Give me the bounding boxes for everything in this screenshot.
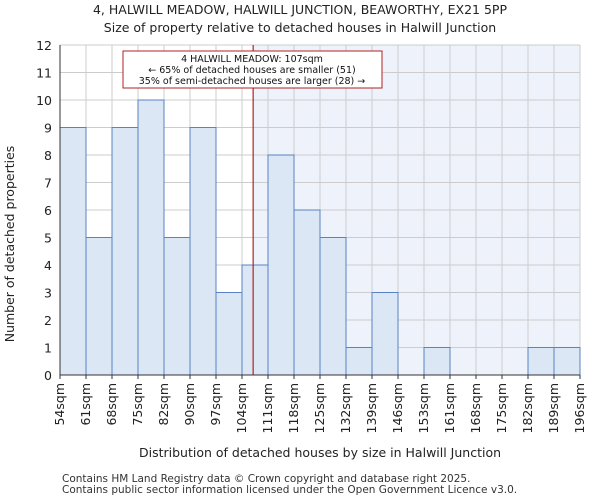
- x-tick-label: 75sqm: [130, 383, 145, 426]
- bar-54sqm: [59, 127, 87, 376]
- annotation-line-2: ← 65% of detached houses are smaller (51…: [148, 65, 355, 76]
- bar-82sqm: [163, 237, 191, 376]
- y-tick-label: 9: [44, 121, 52, 136]
- bar-97sqm: [215, 292, 243, 376]
- bar-153sqm: [423, 347, 451, 376]
- x-tick-label: 168sqm: [468, 383, 483, 433]
- y-tick-label: 6: [44, 203, 52, 218]
- bar-125sqm: [319, 237, 347, 376]
- x-tick-label: 61sqm: [78, 383, 93, 426]
- x-tick-label: 90sqm: [182, 383, 197, 426]
- x-tick-label: 111sqm: [260, 383, 275, 433]
- y-tick-label: 5: [44, 231, 52, 246]
- x-tick-label: 182sqm: [520, 383, 535, 433]
- y-tick-label: 3: [44, 286, 52, 301]
- bar-118sqm: [293, 209, 321, 376]
- bar-61sqm: [85, 237, 113, 376]
- chart-title-subtitle: Size of property relative to detached ho…: [103, 20, 497, 35]
- annotation-box-frame: [122, 50, 383, 89]
- x-tick-label: 104sqm: [234, 383, 249, 433]
- bar-132sqm: [345, 347, 373, 376]
- bar-104sqm: [241, 264, 269, 376]
- x-tick-label: 132sqm: [338, 383, 353, 433]
- x-tick-label: 54sqm: [52, 383, 67, 426]
- x-tick-label: 161sqm: [442, 383, 457, 433]
- y-tick-label: 12: [36, 38, 52, 53]
- annotation-line-1: 4 HALWILL MEADOW: 107sqm: [181, 54, 323, 65]
- footer-copyright: Contains HM Land Registry data © Crown c…: [62, 473, 471, 485]
- y-tick-label: 10: [36, 93, 52, 108]
- bar-139sqm: [371, 292, 399, 376]
- footer-licence: Contains public sector information licen…: [62, 484, 518, 496]
- y-tick-label: 0: [44, 368, 52, 383]
- y-axis-label: Number of detached properties: [2, 146, 17, 343]
- bar-90sqm: [189, 127, 217, 376]
- x-tick-label: 146sqm: [390, 383, 405, 433]
- y-tick-label: 2: [44, 313, 52, 328]
- bar-111sqm: [267, 154, 295, 376]
- chart-title-address: 4, HALWILL MEADOW, HALWILL JUNCTION, BEA…: [92, 2, 507, 17]
- y-tick-label: 11: [36, 66, 52, 81]
- x-tick-label: 97sqm: [208, 383, 223, 426]
- x-tick-label: 139sqm: [364, 383, 379, 433]
- x-axis-label: Distribution of detached houses by size …: [139, 445, 501, 460]
- bar-189sqm: [553, 347, 581, 376]
- x-tick-label: 118sqm: [286, 383, 301, 433]
- x-tick-label: 196sqm: [572, 383, 587, 433]
- x-tick-label: 153sqm: [416, 383, 431, 433]
- bar-75sqm: [137, 99, 165, 376]
- x-tick-label: 175sqm: [494, 383, 509, 433]
- y-tick-label: 1: [44, 341, 52, 356]
- annotation-line-3: 35% of semi-detached houses are larger (…: [139, 76, 366, 87]
- annotation-box: 4 HALWILL MEADOW: 107sqm ← 65% of detach…: [122, 50, 383, 89]
- y-tick-label: 7: [44, 176, 52, 191]
- y-tick-label: 8: [44, 148, 52, 163]
- bar-182sqm: [527, 347, 555, 376]
- x-tick-label: 189sqm: [546, 383, 561, 433]
- x-tick-label: 125sqm: [312, 383, 327, 433]
- x-tick-label: 82sqm: [156, 383, 171, 426]
- bar-68sqm: [111, 127, 139, 376]
- bar-layer: [59, 99, 581, 376]
- y-tick-label: 4: [44, 258, 52, 273]
- x-tick-label: 68sqm: [104, 383, 119, 426]
